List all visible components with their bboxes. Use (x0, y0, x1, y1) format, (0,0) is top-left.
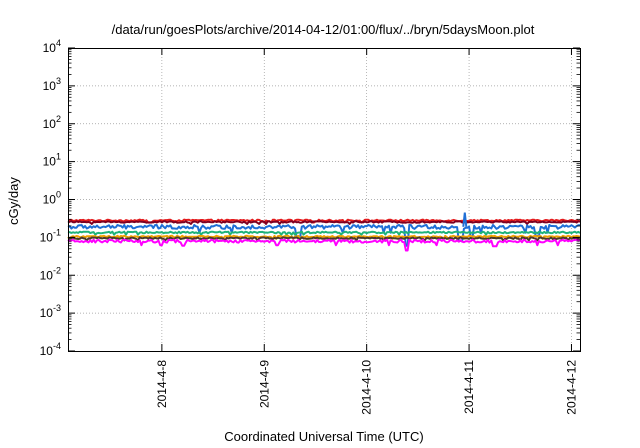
x-tick-label: 2014-4-8 (155, 360, 169, 408)
y-tick-exponent: 2 (56, 114, 61, 124)
y-tick-label: 100 (43, 190, 61, 207)
y-tick-label: 10-2 (40, 265, 61, 282)
series-group (67, 212, 581, 252)
y-tick-exponent: 3 (56, 76, 61, 86)
y-tick-label: 104 (43, 38, 61, 55)
y-tick-exponent: -3 (53, 303, 61, 313)
series-line (67, 230, 581, 236)
x-axis-title: Coordinated Universal Time (UTC) (224, 429, 423, 444)
grid (68, 48, 580, 351)
series-line (67, 220, 581, 225)
series-line (67, 234, 581, 240)
y-tick-exponent: 4 (56, 38, 61, 48)
x-tick-label: 2014-4-10 (360, 360, 374, 415)
y-axis-title: cGy/day (6, 177, 21, 225)
series-line (67, 224, 581, 247)
plot-frame (68, 48, 581, 352)
x-axis: 2014-4-8 2014-4-9 2014-4-10 2014-4-11 2014-4… (155, 48, 578, 415)
y-tick-label: 10-4 (40, 341, 61, 358)
x-tick-label: 2014-4-11 (462, 360, 476, 414)
series-line (67, 236, 581, 242)
y-tick-label: 101 (43, 152, 61, 169)
y-tick-exponent: -2 (53, 265, 61, 275)
series-line (67, 238, 581, 252)
x-tick-label: 2014-4-9 (257, 360, 271, 408)
y-tick-exponent: -4 (53, 341, 61, 351)
x-tick-label: 2014-4-12 (564, 360, 578, 415)
chart-title: /data/run/goesPlots/archive/2014-04-12/0… (112, 22, 535, 37)
y-tick-exponent: 1 (56, 152, 61, 162)
y-tick-label: 102 (43, 114, 61, 131)
y-tick-label: 10-1 (40, 227, 61, 244)
y-tick-label: 103 (43, 76, 61, 93)
y-tick-exponent: 0 (56, 190, 61, 200)
series-spike (462, 212, 468, 227)
y-tick-label: 10-3 (40, 303, 61, 320)
y-tick-exponent: -1 (53, 227, 61, 237)
